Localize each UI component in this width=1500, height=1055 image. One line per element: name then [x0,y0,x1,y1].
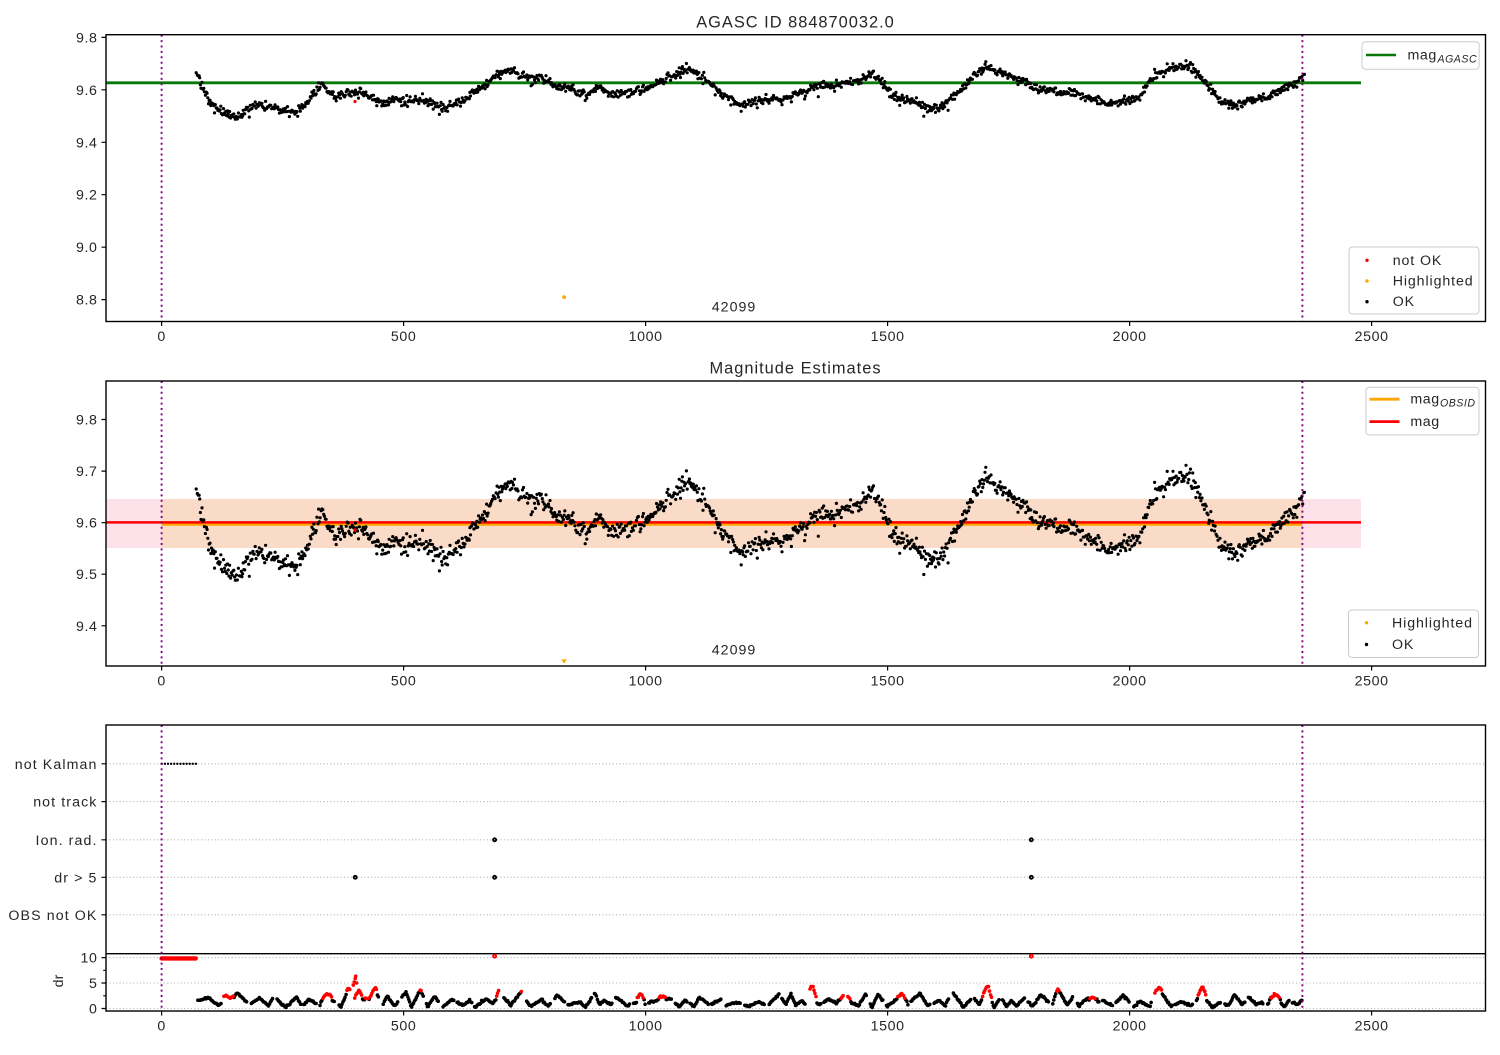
svg-text:1500: 1500 [871,1019,905,1035]
svg-text:0: 0 [157,329,166,345]
svg-text:1500: 1500 [871,329,905,345]
svg-text:9.6: 9.6 [76,516,98,532]
svg-text:Ion. rad.: Ion. rad. [36,833,98,849]
svg-text:0: 0 [89,1002,98,1018]
svg-text:500: 500 [391,329,416,345]
svg-text:not Kalman: not Kalman [15,757,98,773]
svg-text:0: 0 [157,674,166,690]
svg-text:mag: mag [1408,48,1437,64]
svg-text:5: 5 [89,976,98,992]
svg-text:9.2: 9.2 [76,188,98,204]
svg-text:42099: 42099 [712,643,756,659]
svg-text:2000: 2000 [1113,674,1147,690]
svg-text:2500: 2500 [1355,1019,1389,1035]
svg-text:Highlighted: Highlighted [1393,274,1474,290]
svg-text:Highlighted: Highlighted [1392,615,1473,631]
svg-text:9.4: 9.4 [76,619,98,635]
svg-text:OBS not OK: OBS not OK [8,908,97,924]
svg-text:8.8: 8.8 [76,293,98,309]
svg-text:OBSID: OBSID [1440,398,1475,410]
svg-text:9.8: 9.8 [76,30,98,46]
svg-text:2000: 2000 [1113,329,1147,345]
svg-text:mag: mag [1410,414,1439,430]
svg-text:42099: 42099 [712,300,756,316]
svg-text:1000: 1000 [629,329,663,345]
svg-text:9.0: 9.0 [76,240,98,256]
svg-text:0: 0 [157,1019,166,1035]
svg-text:dr: dr [51,974,67,987]
svg-text:2500: 2500 [1355,329,1389,345]
svg-text:9.7: 9.7 [76,464,98,480]
svg-text:500: 500 [391,674,416,690]
svg-text:10: 10 [81,951,98,967]
svg-text:OK: OK [1392,637,1414,653]
svg-text:dr > 5: dr > 5 [54,870,97,886]
svg-text:9.8: 9.8 [76,413,98,429]
svg-text:AGASC ID 884870032.0: AGASC ID 884870032.0 [696,14,895,32]
svg-text:mag: mag [1410,392,1439,408]
svg-text:Magnitude Estimates: Magnitude Estimates [709,360,881,378]
svg-text:2500: 2500 [1355,674,1389,690]
svg-text:1500: 1500 [871,674,905,690]
svg-text:9.6: 9.6 [76,83,98,99]
svg-text:not OK: not OK [1393,253,1443,269]
svg-text:9.5: 9.5 [76,567,98,583]
svg-text:1000: 1000 [629,1019,663,1035]
svg-text:2000: 2000 [1113,1019,1147,1035]
svg-text:OK: OK [1393,294,1415,310]
svg-text:9.4: 9.4 [76,135,98,151]
svg-text:1000: 1000 [629,674,663,690]
svg-text:500: 500 [391,1019,416,1035]
svg-text:not track: not track [33,795,97,811]
svg-text:AGASC: AGASC [1437,54,1478,66]
